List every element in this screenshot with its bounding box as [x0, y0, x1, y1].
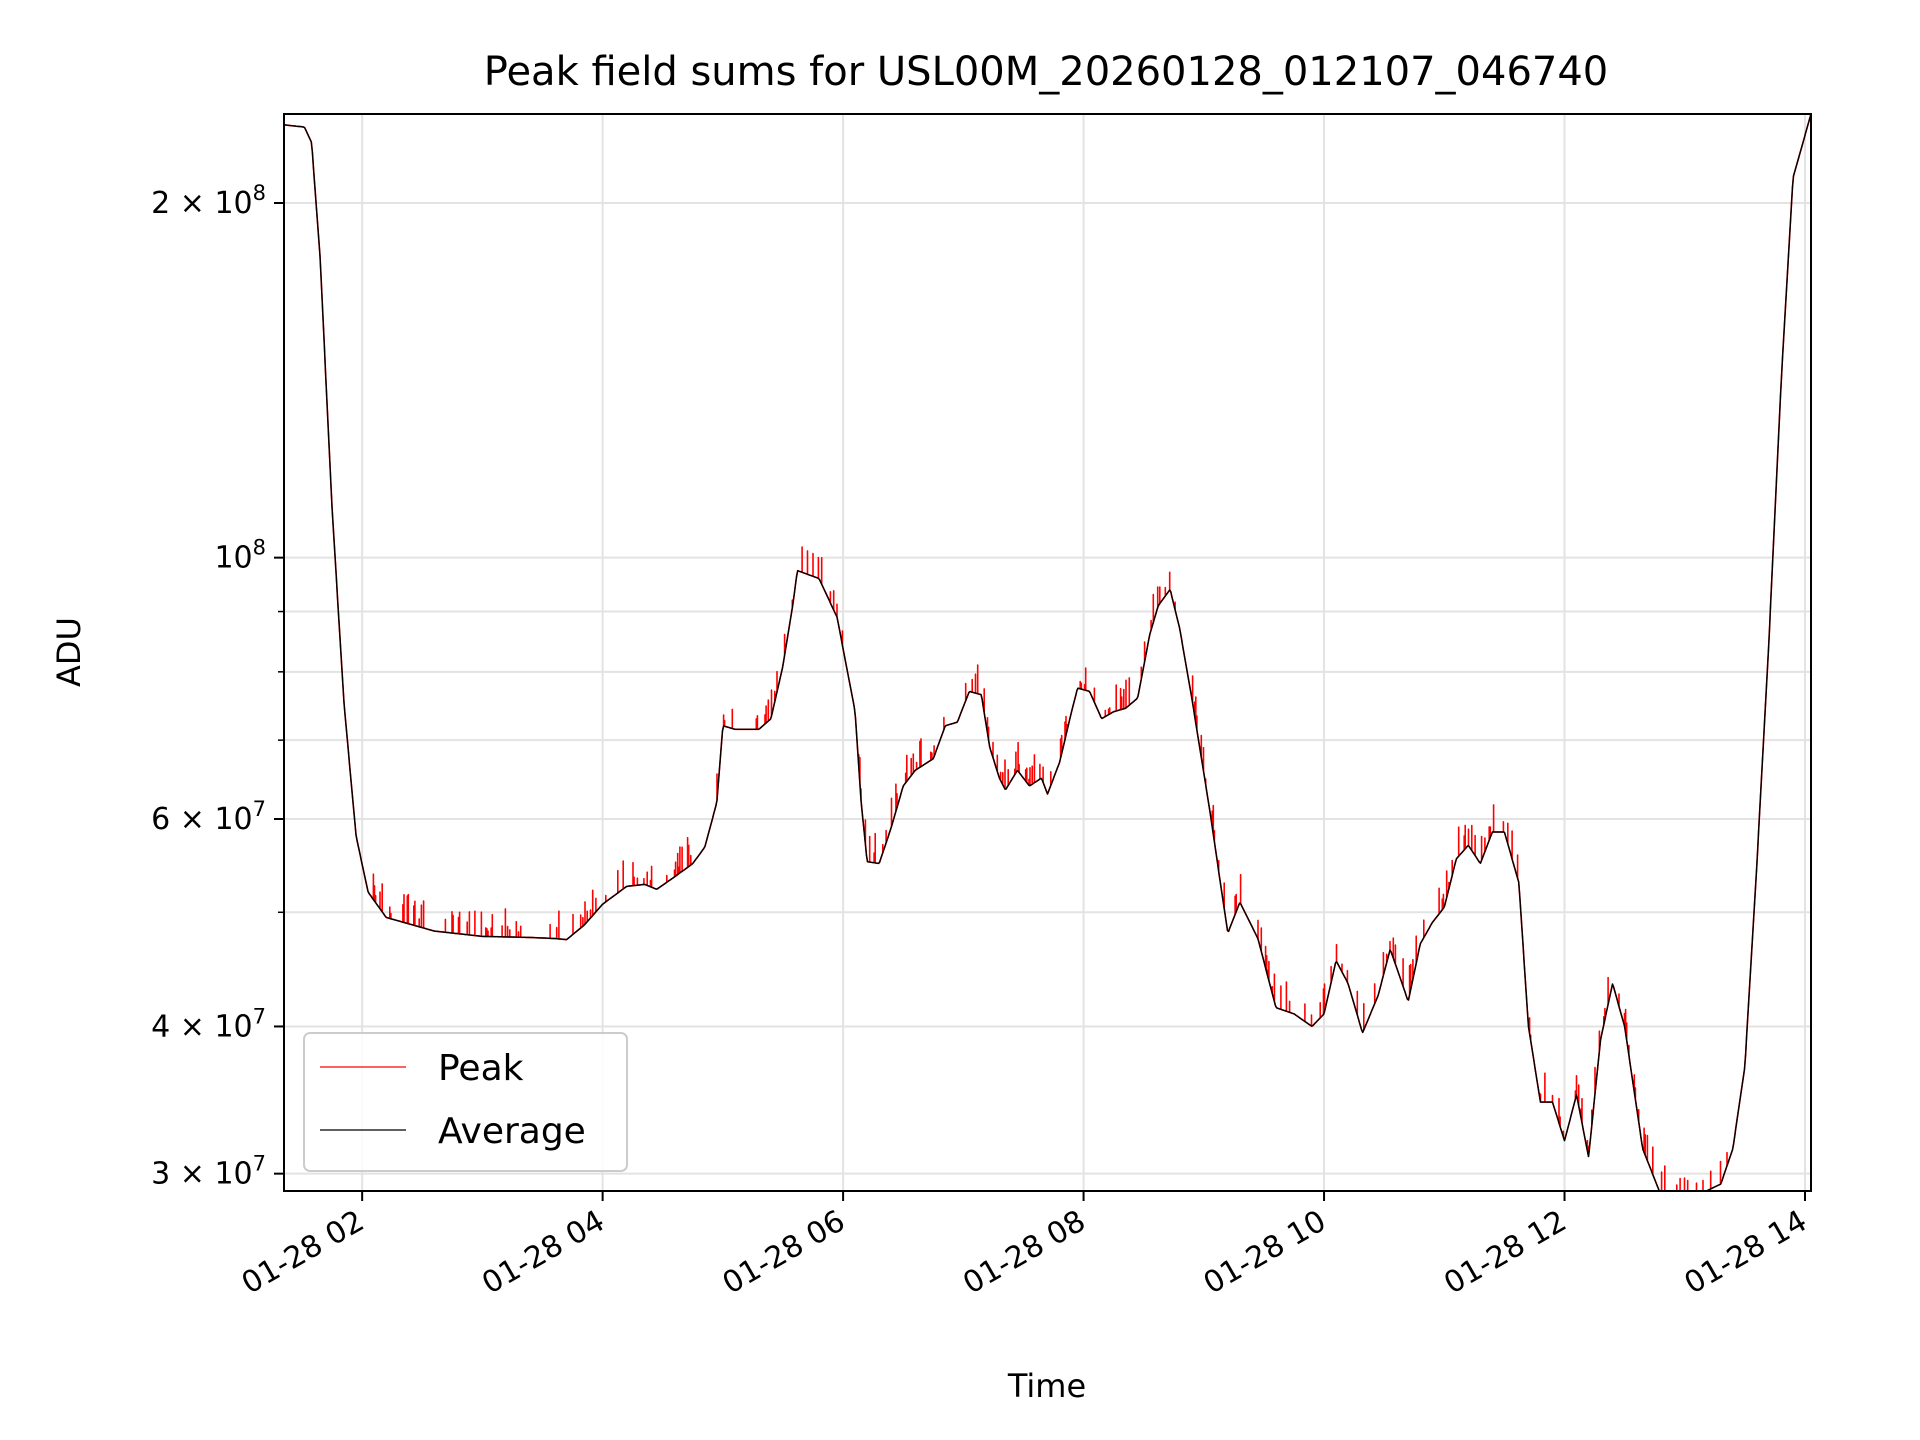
y-tick-exponent: 8	[253, 181, 266, 205]
legend: Peak Average	[304, 1033, 627, 1171]
x-axis-label: Time	[1007, 1367, 1086, 1405]
legend-label-peak: Peak	[438, 1048, 524, 1089]
legend-label-average: Average	[438, 1111, 586, 1152]
y-tick-exponent: 7	[253, 1152, 266, 1176]
y-tick-label: 2 × 108	[151, 181, 266, 221]
y-tick-mantissa: 2	[151, 186, 170, 221]
y-tick-label: 3 × 107	[151, 1152, 266, 1192]
y-tick-mantissa: 3	[151, 1157, 170, 1192]
y-axis-label: ADU	[50, 617, 88, 687]
chart-title: Peak field sums for USL00M_20260128_0121…	[484, 49, 1609, 95]
y-tick-exponent: 8	[253, 536, 266, 560]
y-tick-times: × 10	[170, 186, 252, 221]
y-tick-base: 10	[214, 541, 252, 576]
y-tick-exponent: 7	[253, 797, 266, 821]
y-tick-times: × 10	[170, 1157, 252, 1192]
y-tick-label: 6 × 107	[151, 797, 266, 837]
y-tick-mantissa: 4	[151, 1009, 170, 1044]
y-tick-label: 4 × 107	[151, 1004, 266, 1044]
figure-background	[0, 0, 1920, 1440]
y-tick-times: × 10	[170, 1009, 252, 1044]
y-tick-mantissa: 6	[151, 802, 170, 837]
y-tick-exponent: 7	[253, 1004, 266, 1028]
y-tick-times: × 10	[170, 802, 252, 837]
chart: Peak field sums for USL00M_20260128_0121…	[0, 0, 1920, 1440]
